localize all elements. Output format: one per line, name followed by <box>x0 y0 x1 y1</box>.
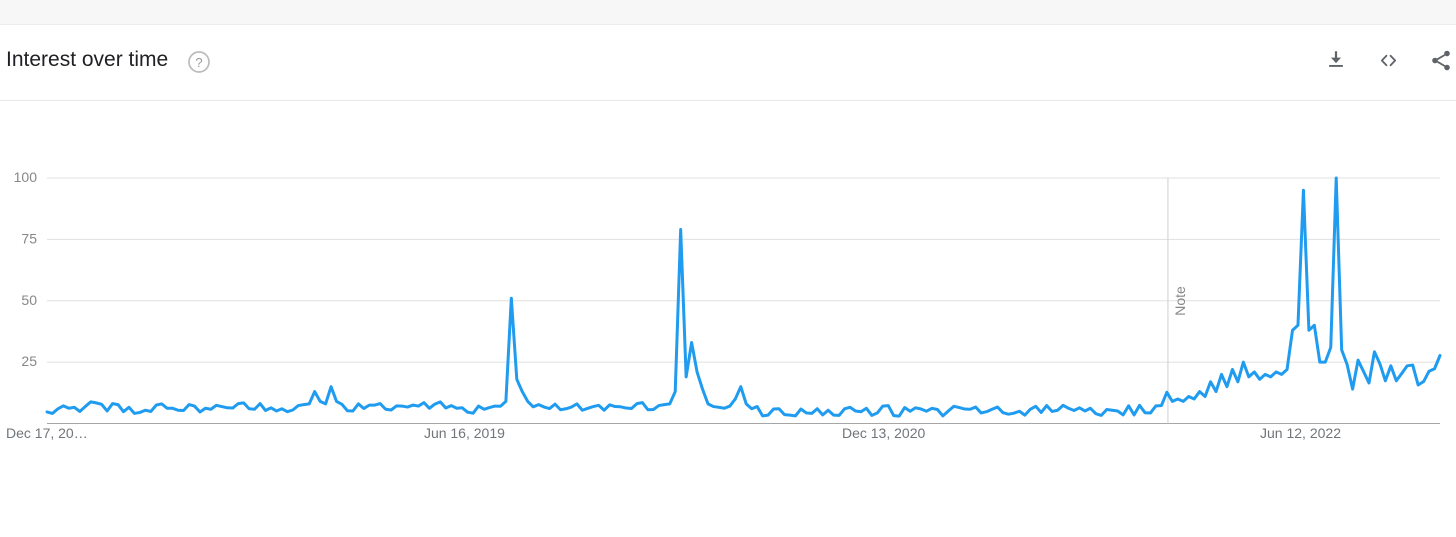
svg-text:25: 25 <box>21 353 37 369</box>
svg-text:Jun 16, 2019: Jun 16, 2019 <box>424 425 505 441</box>
svg-text:Dec 13, 2020: Dec 13, 2020 <box>842 425 925 441</box>
svg-text:Note: Note <box>1172 286 1188 316</box>
svg-text:Jun 12, 2022: Jun 12, 2022 <box>1260 425 1341 441</box>
svg-text:100: 100 <box>14 169 38 185</box>
svg-text:Dec 17, 20…: Dec 17, 20… <box>6 425 88 441</box>
svg-text:75: 75 <box>21 230 37 246</box>
svg-text:50: 50 <box>21 292 37 308</box>
